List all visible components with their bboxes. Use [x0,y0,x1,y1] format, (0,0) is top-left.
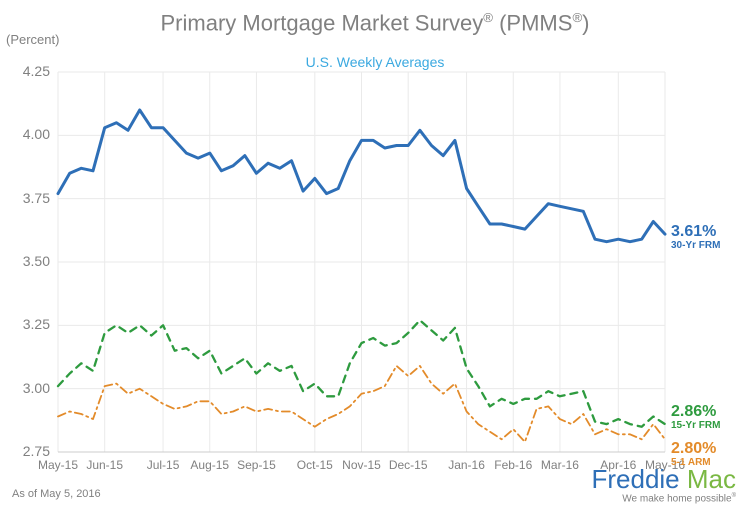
end-label-5-1arm: 2.80%5-1 ARM [671,441,716,468]
x-tick-label: Mar-16 [541,458,579,472]
end-label-15yr: 2.86%15-Yr FRM [671,404,720,431]
end-label-pct: 3.61% [671,224,720,241]
x-tick-label: May-15 [38,458,78,472]
x-tick-label: Oct-15 [297,458,333,472]
y-unit-label: (Percent) [6,32,59,47]
x-tick-label: Nov-15 [342,458,381,472]
chart-container: Primary Mortgage Market Survey® (PMMS®) … [0,0,750,514]
x-tick-label: Sep-15 [237,458,276,472]
y-tick-label: 2.75 [10,443,50,459]
end-label-30yr: 3.61%30-Yr FRM [671,224,720,251]
y-tick-label: 4.00 [10,126,50,142]
as-of-text: As of May 5, 2016 [12,488,101,500]
y-tick-label: 3.25 [10,316,50,332]
end-label-pct: 2.80% [671,441,716,458]
x-tick-label: Aug-15 [190,458,229,472]
y-tick-label: 3.00 [10,380,50,396]
y-tick-label: 3.75 [10,190,50,206]
x-tick-label: Jun-15 [86,458,123,472]
x-tick-label: Apr-16 [600,458,636,472]
end-label-name: 5-1 ARM [671,458,716,469]
end-label-name: 30-Yr FRM [671,241,720,252]
x-tick-label: Jul-15 [147,458,180,472]
x-tick-label: Jan-16 [448,458,485,472]
y-tick-label: 3.50 [10,253,50,269]
end-label-name: 15-Yr FRM [671,421,720,432]
x-tick-label: Dec-15 [389,458,428,472]
end-label-pct: 2.86% [671,404,720,421]
x-tick-label: Feb-16 [494,458,532,472]
y-tick-label: 4.25 [10,63,50,79]
plot-svg [0,0,750,514]
